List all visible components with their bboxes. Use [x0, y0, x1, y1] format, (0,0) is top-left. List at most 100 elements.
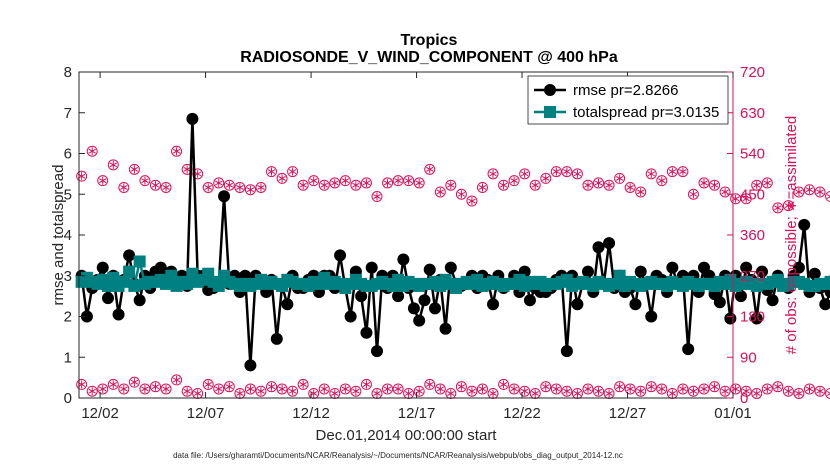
obs-upper-marker	[318, 179, 330, 191]
obs-assimilated-star	[151, 384, 160, 390]
obs-lower-marker	[476, 383, 488, 395]
obs-lower-marker	[318, 383, 330, 395]
obs-upper-marker	[529, 179, 541, 191]
obs-assimilated-star	[499, 381, 508, 387]
obs-upper-marker	[603, 179, 615, 191]
obs-assimilated-star	[109, 162, 117, 168]
y-tick-label: 6	[64, 146, 72, 163]
obs-assimilated-star	[826, 196, 830, 199]
y2-axis-label: # of obs: o=possible; ∗=assimilated	[783, 116, 800, 355]
obs-assimilated-star	[352, 182, 360, 188]
rmse-point	[634, 265, 647, 278]
obs-assimilated-star	[141, 386, 149, 392]
obs-upper-marker	[698, 177, 710, 189]
obs-possible-circle	[403, 175, 415, 187]
rmse-point	[645, 310, 658, 323]
obs-lower-marker	[339, 383, 351, 395]
obs-lower-marker	[202, 378, 214, 390]
obs-possible-circle	[97, 175, 109, 187]
totalspread-point	[128, 279, 141, 292]
obs-assimilated-star	[615, 384, 624, 390]
obs-possible-circle	[772, 381, 784, 393]
obs-assimilated-star	[826, 391, 830, 394]
obs-assimilated-star	[404, 178, 413, 184]
obs-upper-marker	[814, 186, 826, 198]
obs-lower-marker	[593, 385, 605, 397]
obs-possible-circle	[181, 163, 193, 175]
obs-assimilated-star	[404, 391, 413, 396]
obs-upper-marker	[645, 168, 657, 180]
obs-possible-circle	[593, 177, 605, 189]
obs-assimilated-star	[267, 169, 276, 175]
obs-assimilated-star	[151, 182, 160, 188]
obs-possible-circle	[434, 186, 446, 198]
totalspread-point	[133, 255, 146, 268]
obs-assimilated-star	[383, 386, 392, 392]
obs-upper-marker	[213, 177, 225, 189]
obs-assimilated-star	[753, 182, 761, 188]
obs-possible-circle	[181, 385, 193, 397]
obs-upper-marker	[382, 177, 394, 189]
obs-possible-circle	[350, 385, 362, 397]
obs-assimilated-star	[510, 178, 518, 184]
obs-possible-circle	[107, 378, 119, 390]
obs-lower-marker	[276, 383, 288, 395]
obs-possible-circle	[645, 168, 657, 180]
obs-assimilated-star	[552, 169, 561, 175]
obs-possible-circle	[730, 193, 742, 205]
obs-lower-marker	[160, 383, 172, 395]
obs-upper-marker	[266, 166, 278, 178]
rmse-point	[523, 294, 536, 307]
obs-upper-marker	[149, 179, 161, 191]
obs-upper-marker	[234, 181, 246, 193]
obs-lower-marker	[803, 383, 815, 395]
obs-upper-marker	[550, 166, 562, 178]
legend-rmse-marker	[544, 84, 556, 96]
obs-assimilated-star	[742, 388, 750, 394]
obs-assimilated-star	[267, 384, 276, 390]
obs-upper-marker	[582, 179, 594, 191]
obs-assimilated-star	[763, 386, 771, 392]
obs-possible-circle	[244, 383, 256, 395]
obs-possible-circle	[508, 383, 520, 395]
obs-possible-circle	[466, 385, 478, 397]
y2-tick-label: 180	[740, 309, 765, 326]
y2-tick-label: 0	[740, 390, 748, 407]
rmse-point	[750, 312, 763, 325]
obs-upper-marker	[687, 188, 699, 200]
obs-upper-marker	[244, 184, 256, 196]
obs-lower-marker	[825, 388, 830, 399]
obs-possible-circle	[339, 383, 351, 395]
x-tick-label: 12/07	[187, 405, 225, 422]
obs-possible-circle	[624, 181, 636, 193]
obs-upper-marker	[476, 181, 488, 193]
obs-assimilated-star	[805, 386, 814, 392]
obs-upper-marker	[498, 179, 510, 191]
obs-possible-circle	[213, 177, 225, 189]
obs-upper-marker	[793, 186, 805, 198]
obs-possible-circle	[666, 166, 678, 178]
rmse-point	[560, 345, 573, 358]
obs-lower-marker	[529, 387, 541, 399]
obs-upper-marker	[445, 179, 457, 191]
rmse-point	[418, 294, 431, 307]
obs-assimilated-star	[689, 388, 698, 394]
rmse-point	[429, 302, 442, 315]
rmse-point	[666, 261, 679, 274]
x-axis-label: Dec.01,2014 00:00:00 start	[316, 427, 498, 444]
obs-assimilated-star	[331, 180, 339, 186]
rmse-point	[423, 263, 436, 276]
y-tick-label: 5	[64, 186, 72, 203]
obs-assimilated-star	[362, 381, 371, 387]
obs-lower-marker	[814, 385, 826, 397]
obs-lower-marker	[645, 381, 657, 393]
obs-lower-marker	[118, 383, 130, 395]
obs-possible-circle	[498, 179, 510, 191]
obs-possible-circle	[740, 385, 752, 397]
obs-possible-circle	[645, 381, 657, 393]
obs-upper-marker	[255, 181, 267, 193]
y-tick-label: 8	[64, 64, 72, 81]
rmse-point	[713, 296, 726, 309]
obs-possible-circle	[782, 200, 794, 212]
obs-assimilated-star	[236, 391, 244, 396]
